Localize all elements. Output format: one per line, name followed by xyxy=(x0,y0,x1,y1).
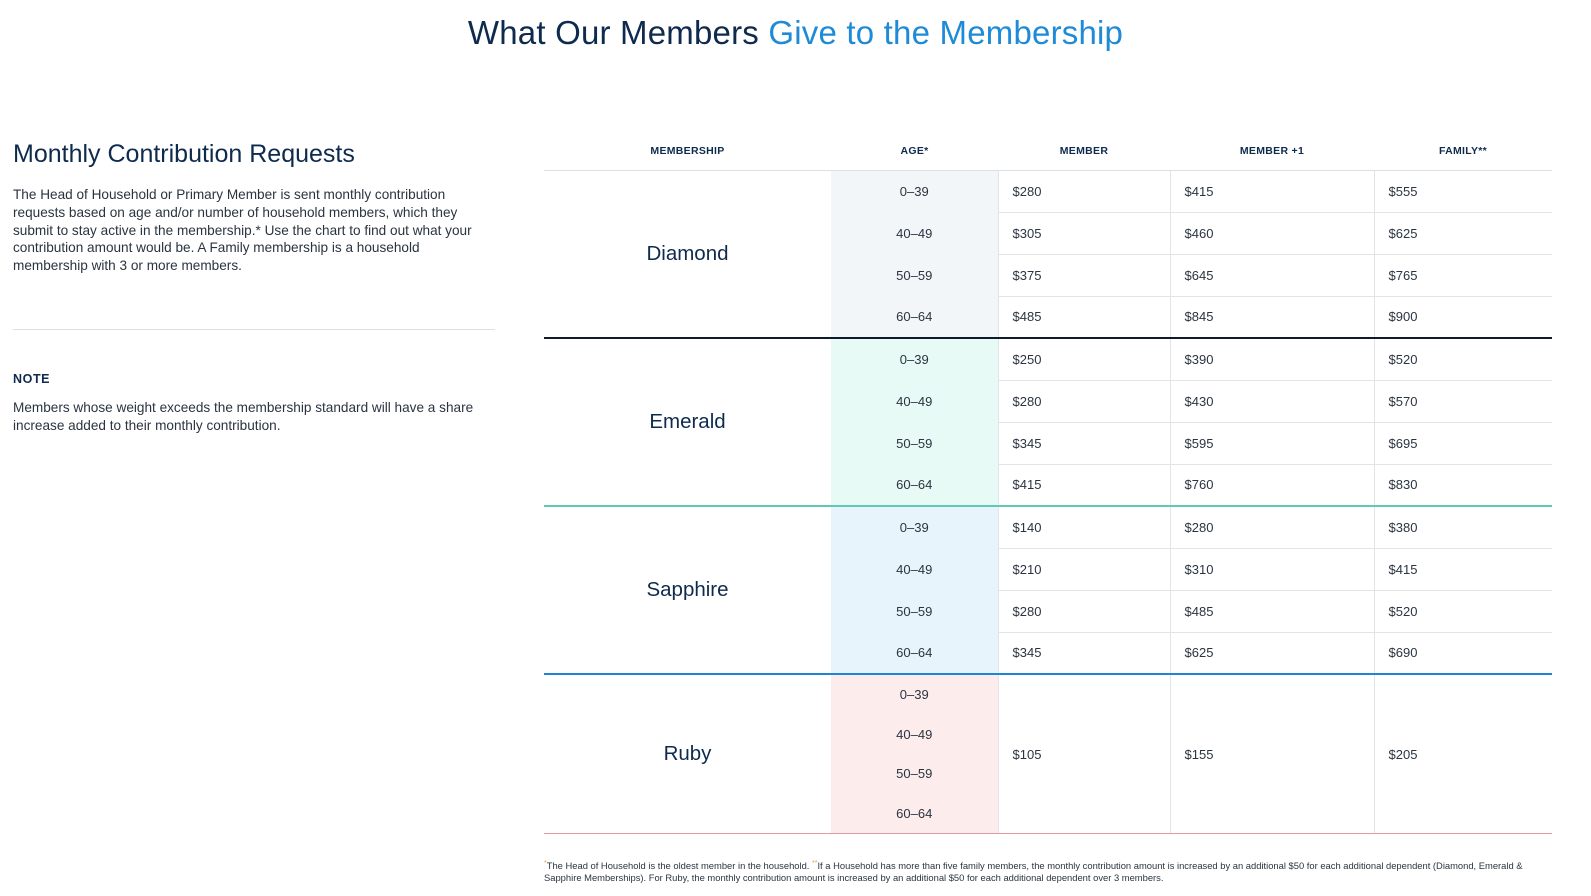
contribution-table: MEMBERSHIP AGE* MEMBER MEMBER +1 FAMILY*… xyxy=(544,133,1552,834)
family-cell: $625 xyxy=(1373,212,1552,255)
member-plus1-cell: $845 xyxy=(1169,296,1374,339)
member-plus1-cell: $460 xyxy=(1169,212,1374,255)
table-row: Sapphire 0–39 $140 $280 $380 xyxy=(544,506,1552,675)
family-cell: $765 xyxy=(1373,254,1552,297)
intro-paragraph: The Head of Household or Primary Member … xyxy=(13,187,472,274)
note-label: NOTE xyxy=(13,371,51,386)
table-row: 40–49 $280 $430 $570 xyxy=(544,380,1552,423)
age-cell: 60–64 xyxy=(831,464,998,507)
family-cell: $520 xyxy=(1373,338,1552,381)
footnote: *The Head of Household is the oldest mem… xyxy=(544,858,1544,884)
member-cell: $485 xyxy=(997,296,1170,339)
table-row: 40–49 $305 $460 $625 xyxy=(544,212,1552,255)
member-plus1-cell: $430 xyxy=(1169,380,1374,423)
age-cell: 0–39 xyxy=(831,338,998,380)
member-plus1-cell: $485 xyxy=(1169,590,1374,633)
member-plus1-cell: $595 xyxy=(1169,422,1374,465)
member-cell: $280 xyxy=(997,590,1170,633)
age-cell: 60–64 xyxy=(831,632,998,675)
age-cell: 40–49 xyxy=(896,726,933,742)
member-plus1-cell: $390 xyxy=(1169,338,1374,381)
member-cell: $250 xyxy=(997,338,1170,381)
table-row: Emerald 0–39 $250 $390 $520 xyxy=(544,338,1552,507)
family-cell: $830 xyxy=(1373,464,1552,507)
member-plus1-cell: $625 xyxy=(1169,632,1374,675)
family-cell: $555 xyxy=(1373,170,1552,213)
member-cell: $305 xyxy=(997,212,1170,255)
age-cell: 40–49 xyxy=(831,380,998,422)
table-row: Diamond 0–39 $280 $415 $555 xyxy=(544,170,1552,339)
table-row: 60–64 $415 $760 $830 xyxy=(544,464,1552,507)
member-plus1-cell: $415 xyxy=(1169,170,1374,213)
header-member: MEMBER xyxy=(998,133,1170,171)
age-cell: 50–59 xyxy=(831,422,998,464)
member-cell: $345 xyxy=(997,422,1170,465)
table-row: 40–49 $210 $310 $415 xyxy=(544,548,1552,591)
header-membership: MEMBERSHIP xyxy=(544,133,831,171)
family-cell: $520 xyxy=(1373,590,1552,633)
family-cell: $205 xyxy=(1373,674,1552,834)
header-family: FAMILY** xyxy=(1374,133,1552,171)
age-cell: 60–64 xyxy=(896,805,933,821)
age-cell: 50–59 xyxy=(831,254,998,296)
family-cell: $570 xyxy=(1373,380,1552,423)
family-cell: $695 xyxy=(1373,422,1552,465)
footnote-text-2: If a Household has more than five family… xyxy=(544,860,1523,884)
tier-sapphire: Sapphire xyxy=(544,506,831,675)
page-title-accent: Give to the Membership xyxy=(768,14,1124,51)
section-heading: Monthly Contribution Requests xyxy=(13,140,355,168)
age-cell-group: 0–39 40–49 50–59 60–64 xyxy=(831,674,998,834)
age-cell: 0–39 xyxy=(831,170,998,212)
table-row: 50–59 $375 $645 $765 xyxy=(544,254,1552,297)
table-row: 60–64 $485 $845 $900 xyxy=(544,296,1552,339)
member-cell: $105 xyxy=(997,674,1170,834)
table-header-row: MEMBERSHIP AGE* MEMBER MEMBER +1 FAMILY*… xyxy=(544,133,1552,171)
member-cell: $210 xyxy=(997,548,1170,591)
note-text: Members whose weight exceeds the members… xyxy=(13,399,474,433)
age-cell: 50–59 xyxy=(896,766,933,781)
info-panel: Monthly Contribution Requests The Head o… xyxy=(13,140,495,435)
table-row: 50–59 $345 $595 $695 xyxy=(544,422,1552,465)
tier-diamond: Diamond xyxy=(544,170,831,339)
member-plus1-cell: $310 xyxy=(1169,548,1374,591)
member-cell: $375 xyxy=(997,254,1170,297)
footnote-text-1: The Head of Household is the oldest memb… xyxy=(546,860,812,872)
age-cell: 40–49 xyxy=(831,548,998,590)
page-title: What Our Members Give to the Membership xyxy=(0,14,1591,52)
table-row: Ruby 0–39 40–49 50–59 60–64 $105 $155 $2… xyxy=(544,674,1552,834)
age-cell: 50–59 xyxy=(831,590,998,632)
header-age: AGE* xyxy=(831,133,998,171)
member-plus1-cell: $645 xyxy=(1169,254,1374,297)
member-cell: $280 xyxy=(997,170,1170,213)
age-cell: 60–64 xyxy=(831,296,998,339)
member-cell: $280 xyxy=(997,380,1170,423)
family-cell: $415 xyxy=(1373,548,1552,591)
footnote-mark-1: * xyxy=(544,860,547,867)
member-cell: $415 xyxy=(997,464,1170,507)
age-cell: 0–39 xyxy=(831,506,998,548)
member-cell: $345 xyxy=(997,632,1170,675)
footnote-mark-2: ** xyxy=(812,860,818,867)
family-cell: $900 xyxy=(1373,296,1552,339)
tier-ruby: Ruby xyxy=(544,674,831,834)
header-member-plus-1: MEMBER +1 xyxy=(1170,133,1374,171)
page-title-main: What Our Members xyxy=(467,14,759,51)
family-cell: $690 xyxy=(1373,632,1552,675)
member-plus1-cell: $760 xyxy=(1169,464,1374,507)
member-plus1-cell: $155 xyxy=(1169,674,1374,834)
member-plus1-cell: $280 xyxy=(1169,506,1374,549)
age-cell: 40–49 xyxy=(831,212,998,254)
family-cell: $380 xyxy=(1373,506,1552,549)
tier-emerald: Emerald xyxy=(544,338,831,507)
table-row: 50–59 $280 $485 $520 xyxy=(544,590,1552,633)
age-cell: 0–39 xyxy=(899,687,929,702)
table-row: 60–64 $345 $625 $690 xyxy=(544,632,1552,675)
divider xyxy=(13,328,495,330)
member-cell: $140 xyxy=(997,506,1170,549)
